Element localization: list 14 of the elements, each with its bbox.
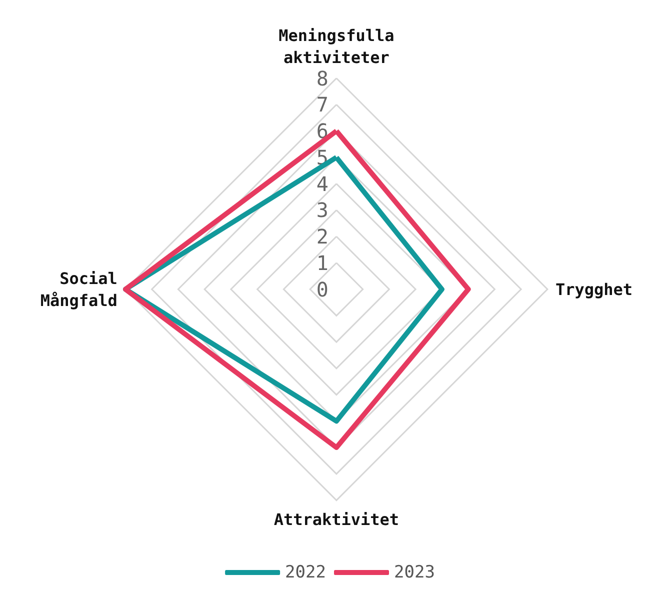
y-tick-label: 6: [316, 119, 328, 144]
spoke-label: Attraktivitet: [274, 510, 400, 529]
y-tick-label: 3: [316, 198, 328, 222]
y-tick-label: 2: [316, 224, 328, 249]
spoke-label: Trygghet: [555, 280, 633, 299]
y-tick-label: 8: [316, 66, 328, 90]
y-tick-label: 7: [316, 92, 328, 117]
y-tick-label: 1: [316, 250, 328, 275]
legend-label: 2023: [394, 562, 435, 582]
spoke-label: Social Mångfald: [40, 268, 118, 310]
spoke-label: Meningsfulla aktiviteter: [278, 26, 394, 67]
y-tick-label: 4: [316, 172, 328, 196]
y-tick-label: 0: [316, 277, 328, 302]
legend-label: 2022: [285, 562, 326, 582]
